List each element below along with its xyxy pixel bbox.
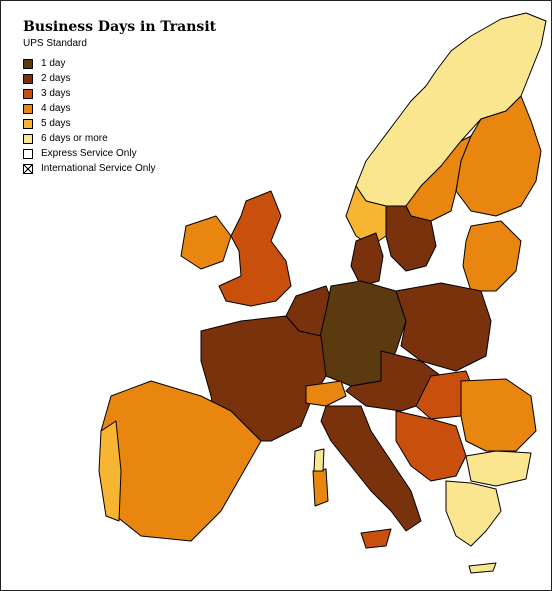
legend-swatch-2-days — [23, 73, 33, 84]
legend-swatch-international — [23, 163, 33, 174]
region-ireland — [180, 215, 232, 270]
legend-swatch-express — [23, 148, 33, 159]
legend-label: 4 days — [41, 103, 71, 114]
legend-item-1-day: 1 day — [23, 56, 156, 71]
region-baltics — [462, 220, 522, 292]
legend-label: 5 days — [41, 118, 71, 129]
region-sardinia — [312, 468, 329, 507]
region-corsica — [313, 448, 325, 472]
region-sicily — [360, 528, 392, 549]
legend-swatch-4-days — [23, 103, 33, 114]
legend-swatch-3-days — [23, 88, 33, 99]
legend-swatch-5-days — [23, 118, 33, 129]
legend-label: Express Service Only — [41, 148, 137, 159]
legend-swatch-6-days — [23, 133, 33, 144]
region-bulgaria — [465, 450, 532, 487]
region-greece — [445, 480, 502, 547]
region-crete — [468, 562, 497, 574]
region-denmark — [350, 232, 384, 287]
legend-label: International Service Only — [41, 163, 156, 174]
legend-item-2-days: 2 days — [23, 71, 156, 86]
legend-label: 3 days — [41, 88, 71, 99]
region-italy — [320, 405, 422, 532]
legend-item-4-days: 4 days — [23, 101, 156, 116]
region-poland — [395, 282, 492, 372]
legend: 1 day 2 days 3 days 4 days 5 days 6 days… — [23, 56, 156, 176]
legend-item-6-days: 6 days or more — [23, 131, 156, 146]
region-uk — [218, 190, 292, 307]
region-czech-austria — [345, 350, 442, 412]
map-title: Business Days in Transit — [23, 19, 217, 35]
legend-item-express: Express Service Only — [23, 146, 156, 161]
legend-item-5-days: 5 days — [23, 116, 156, 131]
legend-label: 1 day — [41, 58, 66, 69]
region-switzerland — [305, 380, 347, 407]
legend-label: 2 days — [41, 73, 71, 84]
region-portugal — [98, 420, 122, 522]
legend-label: 6 days or more — [41, 133, 108, 144]
legend-item-international: International Service Only — [23, 161, 156, 176]
legend-swatch-1-day — [23, 58, 33, 69]
legend-item-3-days: 3 days — [23, 86, 156, 101]
map-subtitle: UPS Standard — [23, 38, 87, 49]
region-romania — [460, 378, 537, 452]
region-balkans — [395, 410, 467, 482]
